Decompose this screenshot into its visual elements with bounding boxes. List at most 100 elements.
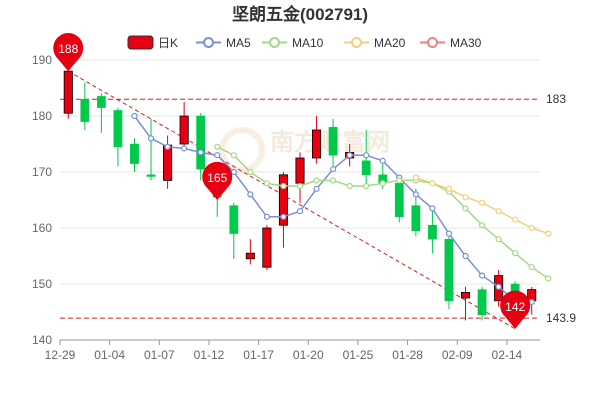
marker-label: 142 — [505, 300, 525, 314]
candle — [179, 102, 189, 150]
ma20-point — [429, 180, 436, 187]
candle-body — [278, 174, 288, 226]
ma5-point — [346, 152, 353, 159]
candle-body — [411, 205, 421, 232]
x-tick-label: 01-28 — [392, 348, 423, 362]
candle — [460, 286, 471, 321]
candle-body — [179, 115, 189, 145]
ma5-series — [131, 112, 535, 306]
ma5-point — [429, 205, 436, 212]
candle-icon — [127, 35, 154, 50]
marker-label: 165 — [207, 171, 227, 185]
ma5-point — [478, 272, 486, 279]
ma20-point — [528, 224, 535, 232]
ma5-point — [197, 149, 204, 156]
marker-pin-icon — [53, 33, 84, 72]
candle — [80, 82, 90, 130]
candle-body — [63, 70, 73, 114]
ma10-point — [478, 222, 486, 229]
candle-body — [80, 98, 90, 122]
candle — [394, 180, 404, 223]
ma5-point — [296, 208, 304, 215]
ma10-point — [280, 182, 287, 190]
ma5-point — [495, 283, 502, 290]
reference-lines: 183 143.9 — [60, 92, 576, 325]
x-tick-label: 01-20 — [293, 348, 324, 362]
candle-body — [262, 227, 272, 268]
candle-body — [245, 252, 255, 260]
ma10-point — [528, 264, 535, 271]
candle-body — [113, 110, 123, 148]
ma20-point — [412, 174, 419, 181]
ma5-point — [181, 145, 188, 152]
circle-line-icon — [203, 37, 214, 48]
ma10-point — [462, 205, 469, 212]
candle — [262, 225, 272, 270]
ma20-point — [512, 216, 519, 223]
y-tick-label: 150 — [32, 277, 52, 291]
candle — [444, 236, 454, 310]
ma5-point — [247, 191, 254, 198]
x-tick-label: 01-17 — [243, 348, 274, 362]
y-tick-label: 190 — [32, 53, 52, 67]
candle — [328, 118, 338, 167]
ma5-point — [379, 157, 386, 164]
ma5-point — [147, 135, 155, 142]
circle-line-icon — [269, 37, 280, 48]
legend-label: 日K — [158, 36, 178, 50]
marker-label: 188 — [58, 42, 78, 56]
ma10-point — [396, 177, 403, 184]
candle-body — [328, 126, 338, 156]
chart-title: 坚朗五金(002791) — [232, 4, 368, 24]
candle-body — [196, 115, 206, 170]
ma5-point — [214, 152, 221, 159]
ma10-point — [363, 182, 370, 190]
y-tick-label: 160 — [32, 221, 52, 235]
ma5-point — [445, 230, 453, 237]
ma5-point — [313, 185, 320, 192]
x-tick-label: 02-14 — [492, 348, 523, 362]
ma10-point — [330, 177, 337, 184]
candle — [146, 118, 156, 181]
ma20-point — [445, 185, 453, 192]
ma5-point — [330, 166, 337, 173]
candle — [312, 116, 322, 164]
ma20-point — [478, 199, 486, 206]
x-tick-label: 02-09 — [442, 348, 473, 362]
ma10-point — [247, 168, 254, 176]
x-tick-label: 01-04 — [94, 348, 125, 362]
x-tick-label: 01-07 — [144, 348, 175, 362]
price-marker: 188 — [53, 33, 84, 72]
ma5-point — [230, 168, 237, 176]
ma5-point — [280, 213, 287, 220]
circle-line-icon — [427, 37, 438, 48]
legend-label: MA20 — [374, 36, 406, 50]
y-axis: 140 150 160 170 180 190 — [32, 53, 52, 347]
x-tick-label: 12-29 — [45, 348, 76, 362]
ma10-point — [313, 177, 320, 184]
ma20-series — [412, 174, 552, 237]
circle-line-icon — [351, 37, 362, 48]
candle-body — [444, 238, 454, 302]
moving-average-lines — [131, 112, 552, 306]
ma5-point — [131, 112, 138, 120]
ma20-point — [495, 208, 502, 215]
ma10-point — [296, 182, 304, 190]
ma10-point — [545, 275, 552, 282]
legend-label: MA30 — [450, 36, 482, 50]
candle — [63, 68, 73, 119]
candle-body — [163, 144, 173, 181]
legend-label: MA5 — [226, 36, 251, 50]
ma5-point — [263, 213, 270, 220]
ma10-point — [263, 180, 270, 187]
candle-body — [361, 160, 371, 176]
ma10-point — [214, 143, 221, 150]
candle-body — [146, 174, 156, 177]
candle — [196, 113, 206, 181]
x-axis: 12-29 01-04 01-07 01-12 01-17 01-20 01-25 01-28… — [45, 339, 540, 362]
legend-item-ma5: MA5 — [196, 36, 251, 50]
legend-label: MA10 — [292, 36, 324, 50]
ma10-point — [346, 182, 353, 190]
ma10-point — [230, 152, 237, 159]
